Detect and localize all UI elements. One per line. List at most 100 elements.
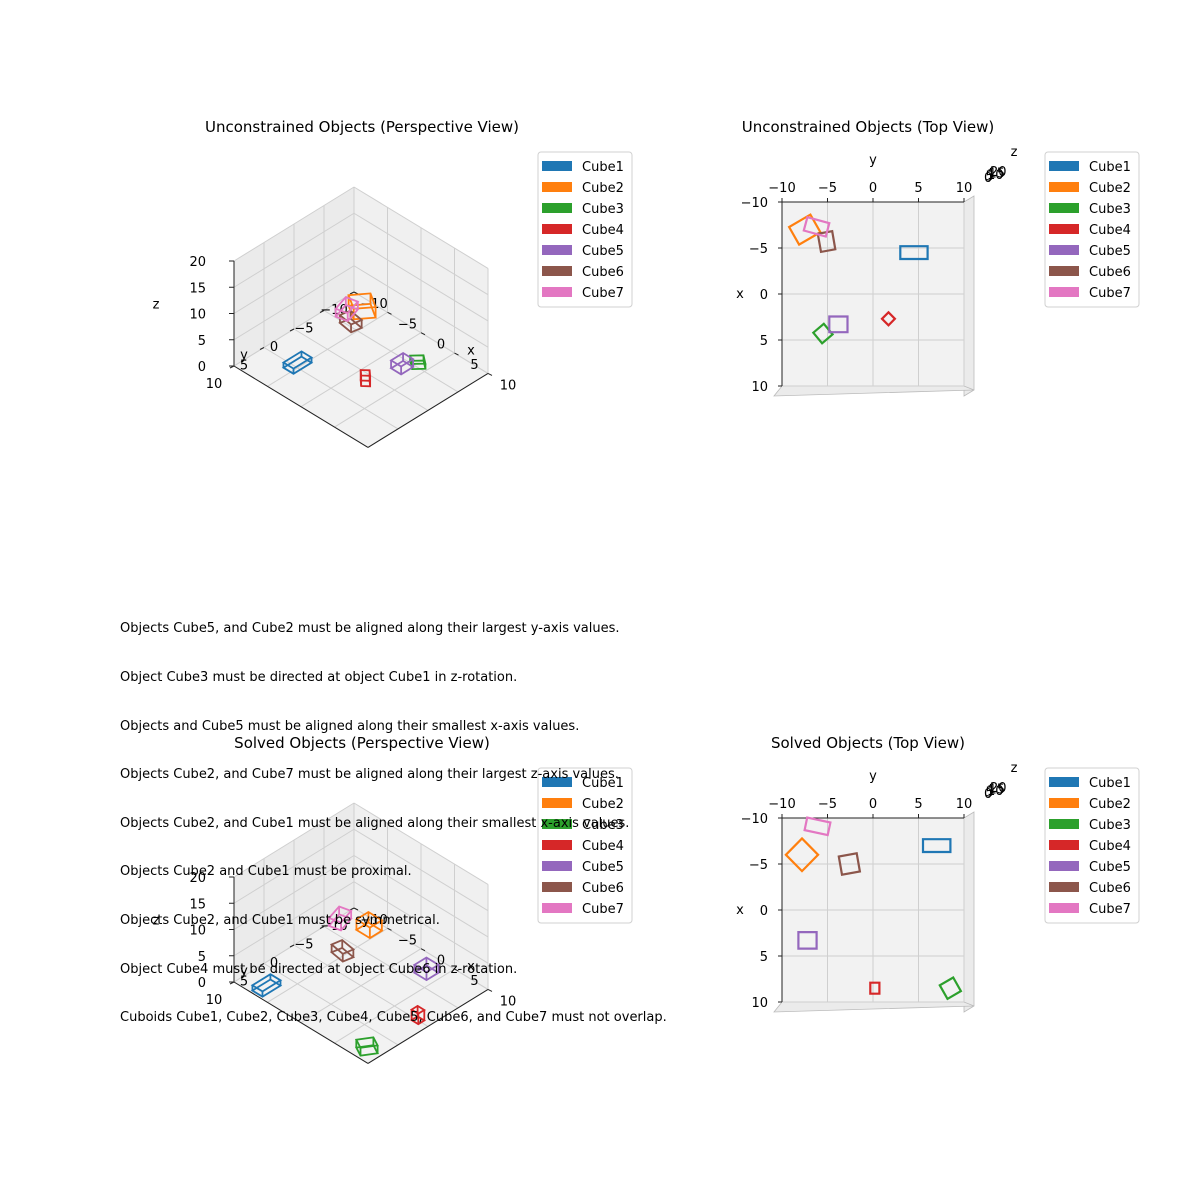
y-tick-label: −5 (818, 181, 837, 196)
x-axis-label: x (467, 344, 475, 359)
z-tick-label: 20 (990, 165, 1007, 180)
cube-edge (412, 964, 441, 982)
legend-swatch (1049, 861, 1079, 871)
gridline (334, 352, 455, 428)
gridline (353, 802, 489, 885)
chart-perspective-0: −10−50510x−10−50510y05101520zUnconstrain… (153, 118, 633, 448)
y-tick-label: 10 (206, 993, 223, 1008)
x-tick-label: −5 (749, 858, 768, 873)
z-tick-label: 15 (989, 167, 1006, 182)
gridline (233, 855, 355, 930)
z-tick-label: 0 (984, 171, 992, 186)
x-tick-label: 5 (760, 334, 768, 349)
constraint-line: Object Cube3 must be directed at object … (120, 670, 518, 686)
legend-label: Cube3 (1089, 818, 1131, 833)
legend-swatch (1049, 182, 1079, 192)
legend-swatch (542, 777, 572, 787)
gridline (263, 963, 399, 1046)
y-tick-label: 5 (240, 975, 248, 990)
cube-cube2 (354, 910, 384, 940)
cube-cube7 (802, 215, 831, 238)
x-tick-mark (487, 372, 493, 376)
x-tick-label: −10 (741, 196, 768, 211)
x-tick-mark (353, 907, 359, 911)
x-tick-label: 5 (470, 974, 478, 989)
gridline (233, 186, 355, 262)
cube-edge (250, 973, 283, 993)
legend-swatch (1049, 203, 1079, 213)
legend-swatch (1049, 840, 1079, 850)
gridline (353, 212, 489, 296)
chart-title: Solved Objects (Top View) (771, 734, 965, 752)
legend-swatch (542, 882, 572, 892)
y-tick-label: −10 (768, 181, 795, 196)
gridline (233, 881, 355, 957)
x-tick-label: 0 (437, 338, 445, 353)
gridline (233, 212, 355, 288)
x-tick-label: 5 (760, 950, 768, 965)
legend-swatch (1049, 882, 1079, 892)
cube-cube7 (803, 816, 832, 837)
y-tick-label: 5 (914, 181, 922, 196)
gridline (353, 265, 489, 348)
legend-label: Cube5 (582, 244, 624, 259)
cube-edge (412, 956, 441, 974)
y-axis-label: y (240, 964, 248, 979)
cube-cube1 (281, 350, 314, 375)
cube-cube5 (389, 351, 415, 376)
cube-cube7 (334, 296, 360, 323)
legend-label: Cube1 (1089, 160, 1131, 175)
legend-swatch (542, 287, 572, 297)
cube-edge (327, 913, 353, 932)
legend-label: Cube4 (1089, 839, 1131, 854)
x-axis-label: x (736, 903, 744, 918)
z-tick-label: 10 (189, 924, 206, 939)
z-tick-label: 0 (198, 360, 206, 375)
cube-edge (389, 351, 415, 368)
side-pane (963, 195, 975, 397)
x-tick-mark (487, 988, 493, 992)
legend-swatch (1049, 161, 1079, 171)
chart-title: Solved Objects (Perspective View) (234, 734, 490, 752)
constraint-line: Objects Cube5, and Cube2 must be aligned… (120, 621, 620, 637)
constraint-line: Objects and Cube5 must be aligned along … (120, 718, 580, 734)
cube-cube6 (837, 852, 862, 876)
cube-edge (334, 303, 360, 323)
cube-cube3 (811, 322, 835, 345)
legend-label: Cube3 (582, 202, 624, 217)
gridline (334, 968, 455, 1044)
cube-cube4 (359, 369, 372, 388)
legend-swatch (542, 182, 572, 192)
y-tick-mark (319, 926, 325, 929)
z-tick-label: 15 (989, 783, 1006, 798)
legend-label: Cube1 (582, 160, 624, 175)
legend-label: Cube6 (1089, 881, 1131, 896)
cube-cube1 (921, 838, 952, 854)
cube-edge (250, 978, 283, 998)
x-tick-label: 0 (760, 904, 768, 919)
y-tick-mark (259, 347, 265, 350)
y-tick-mark (289, 328, 295, 332)
gridline (353, 239, 489, 322)
x-tick-mark (387, 311, 392, 315)
legend-label: Cube4 (582, 223, 624, 238)
y-axis-line (367, 372, 489, 448)
legend: Cube1 Cube2 Cube3 Cube4 Cube5 Cube6 Cube7 (537, 151, 633, 308)
x-tick-label: −5 (398, 933, 417, 948)
gridline (233, 265, 355, 341)
chart-title: Unconstrained Objects (Perspective View) (205, 118, 519, 136)
y-tick-mark (319, 310, 325, 313)
x-axis-line (233, 981, 369, 1064)
y-tick-label: 0 (869, 797, 877, 812)
constraints-text: Objects Cube5, and Cube2 must be aligned… (120, 589, 667, 1043)
z-tick-label: 20 (189, 871, 206, 886)
y-tick-mark (349, 907, 355, 911)
y-tick-label: −5 (294, 322, 313, 337)
side-pane (963, 811, 975, 1013)
legend-label: Cube2 (1089, 181, 1131, 196)
legend-swatch (542, 798, 572, 808)
z-tick-label: 10 (987, 784, 1004, 799)
y-axis-label: y (869, 769, 877, 784)
x-tick-label: −5 (749, 242, 768, 257)
